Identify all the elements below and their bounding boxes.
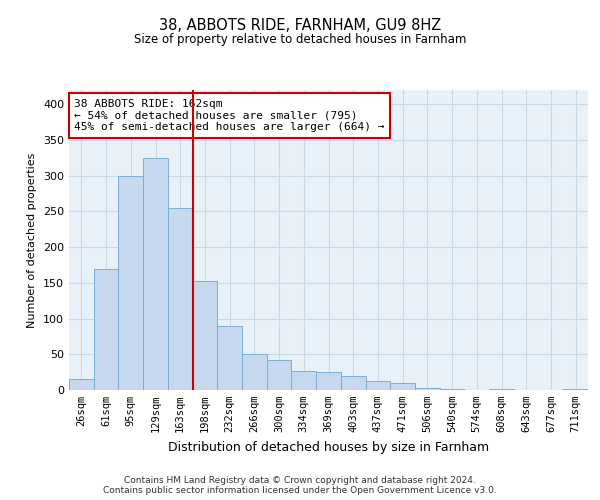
Bar: [242, 354, 267, 390]
Bar: [168, 208, 193, 390]
Bar: [69, 380, 94, 390]
Bar: [365, 382, 390, 390]
Bar: [292, 370, 316, 390]
Y-axis label: Number of detached properties: Number of detached properties: [28, 152, 37, 328]
Bar: [118, 176, 143, 390]
Bar: [267, 360, 292, 390]
Bar: [415, 388, 440, 390]
Text: Contains HM Land Registry data © Crown copyright and database right 2024.
Contai: Contains HM Land Registry data © Crown c…: [103, 476, 497, 495]
Text: 38 ABBOTS RIDE: 162sqm
← 54% of detached houses are smaller (795)
45% of semi-de: 38 ABBOTS RIDE: 162sqm ← 54% of detached…: [74, 99, 385, 132]
Bar: [217, 326, 242, 390]
Bar: [94, 268, 118, 390]
Bar: [341, 376, 365, 390]
Text: 38, ABBOTS RIDE, FARNHAM, GU9 8HZ: 38, ABBOTS RIDE, FARNHAM, GU9 8HZ: [159, 18, 441, 32]
Bar: [440, 388, 464, 390]
Bar: [193, 282, 217, 390]
Bar: [143, 158, 168, 390]
Bar: [316, 372, 341, 390]
Bar: [390, 383, 415, 390]
X-axis label: Distribution of detached houses by size in Farnham: Distribution of detached houses by size …: [168, 440, 489, 454]
Text: Size of property relative to detached houses in Farnham: Size of property relative to detached ho…: [134, 32, 466, 46]
